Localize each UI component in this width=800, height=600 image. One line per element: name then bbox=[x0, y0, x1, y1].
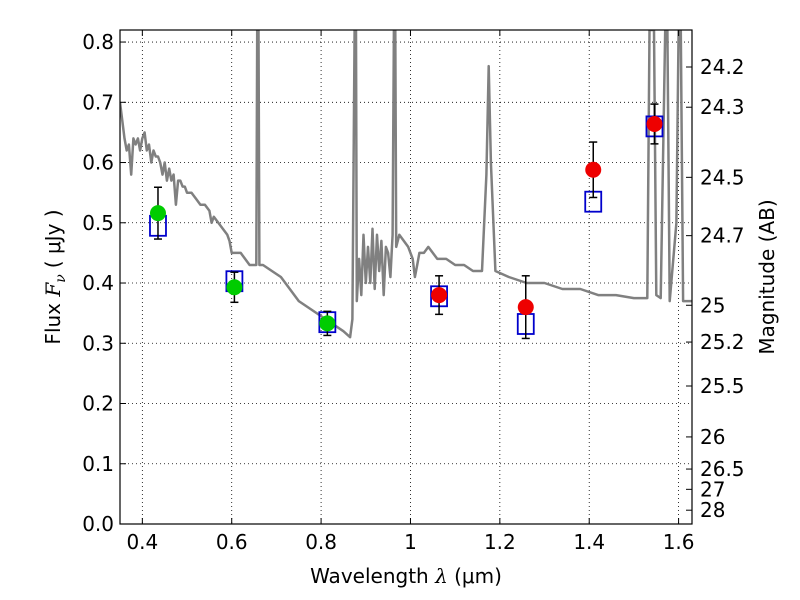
points-layer bbox=[149, 103, 664, 340]
y-tick-label: 0.3 bbox=[82, 331, 114, 355]
right-tick-label: 25 bbox=[700, 293, 725, 317]
data-point-green bbox=[319, 315, 336, 332]
y-tick-label: 0.8 bbox=[82, 30, 114, 54]
x-tick-label: 1.2 bbox=[484, 530, 516, 554]
right-tick-label: 27 bbox=[700, 477, 725, 501]
right-axis-title: Magnitude (AB) bbox=[755, 199, 779, 354]
data-point-red bbox=[517, 299, 534, 316]
x-axis-title: Wavelength λ (μm) bbox=[310, 564, 502, 588]
y-tick-label: 0.2 bbox=[82, 392, 114, 416]
y-tick-label: 0.0 bbox=[82, 512, 114, 536]
right-tick-label: 24.7 bbox=[700, 224, 745, 248]
right-tick-label: 25.2 bbox=[700, 330, 745, 354]
x-tick-label: 1 bbox=[404, 530, 417, 554]
plot-frame bbox=[119, 29, 693, 525]
x-tick-label: 1.4 bbox=[573, 530, 605, 554]
x-tick-label: 0.6 bbox=[216, 530, 248, 554]
y-axis-title: Flux Fν( μJy ) bbox=[41, 209, 69, 344]
right-tick-label: 28 bbox=[700, 498, 725, 522]
data-point-red bbox=[431, 287, 448, 304]
y-tick-label: 0.6 bbox=[82, 151, 114, 175]
right-tick-label: 24.5 bbox=[700, 165, 745, 189]
y-tick-label: 0.7 bbox=[82, 90, 114, 114]
right-tick-label: 24.2 bbox=[700, 55, 745, 79]
right-tick-label: 24.3 bbox=[700, 95, 745, 119]
spectrum-layer bbox=[120, 30, 692, 339]
data-point-red bbox=[585, 161, 602, 178]
x-tick-label: 1.6 bbox=[663, 530, 695, 554]
y-tick-label: 0.1 bbox=[82, 452, 114, 476]
ticks-layer: 0.4 0.6 0.8 1 1.2 1.4 1.6 0.0 0.1 0.2 0.3 0.4 0.5 0.6… bbox=[82, 30, 745, 554]
x-tick-label: 0.8 bbox=[305, 530, 337, 554]
y-tick-label: 0.4 bbox=[82, 271, 114, 295]
spectrum-line bbox=[120, 30, 692, 339]
data-point-green bbox=[149, 205, 166, 222]
data-point-green bbox=[226, 279, 243, 296]
x-tick-label: 0.4 bbox=[126, 530, 158, 554]
y-tick-label: 0.5 bbox=[82, 211, 114, 235]
data-point-red bbox=[646, 115, 663, 132]
right-tick-label: 25.5 bbox=[700, 374, 745, 398]
right-tick-label: 26.5 bbox=[700, 457, 745, 481]
right-tick-label: 26 bbox=[700, 425, 725, 449]
